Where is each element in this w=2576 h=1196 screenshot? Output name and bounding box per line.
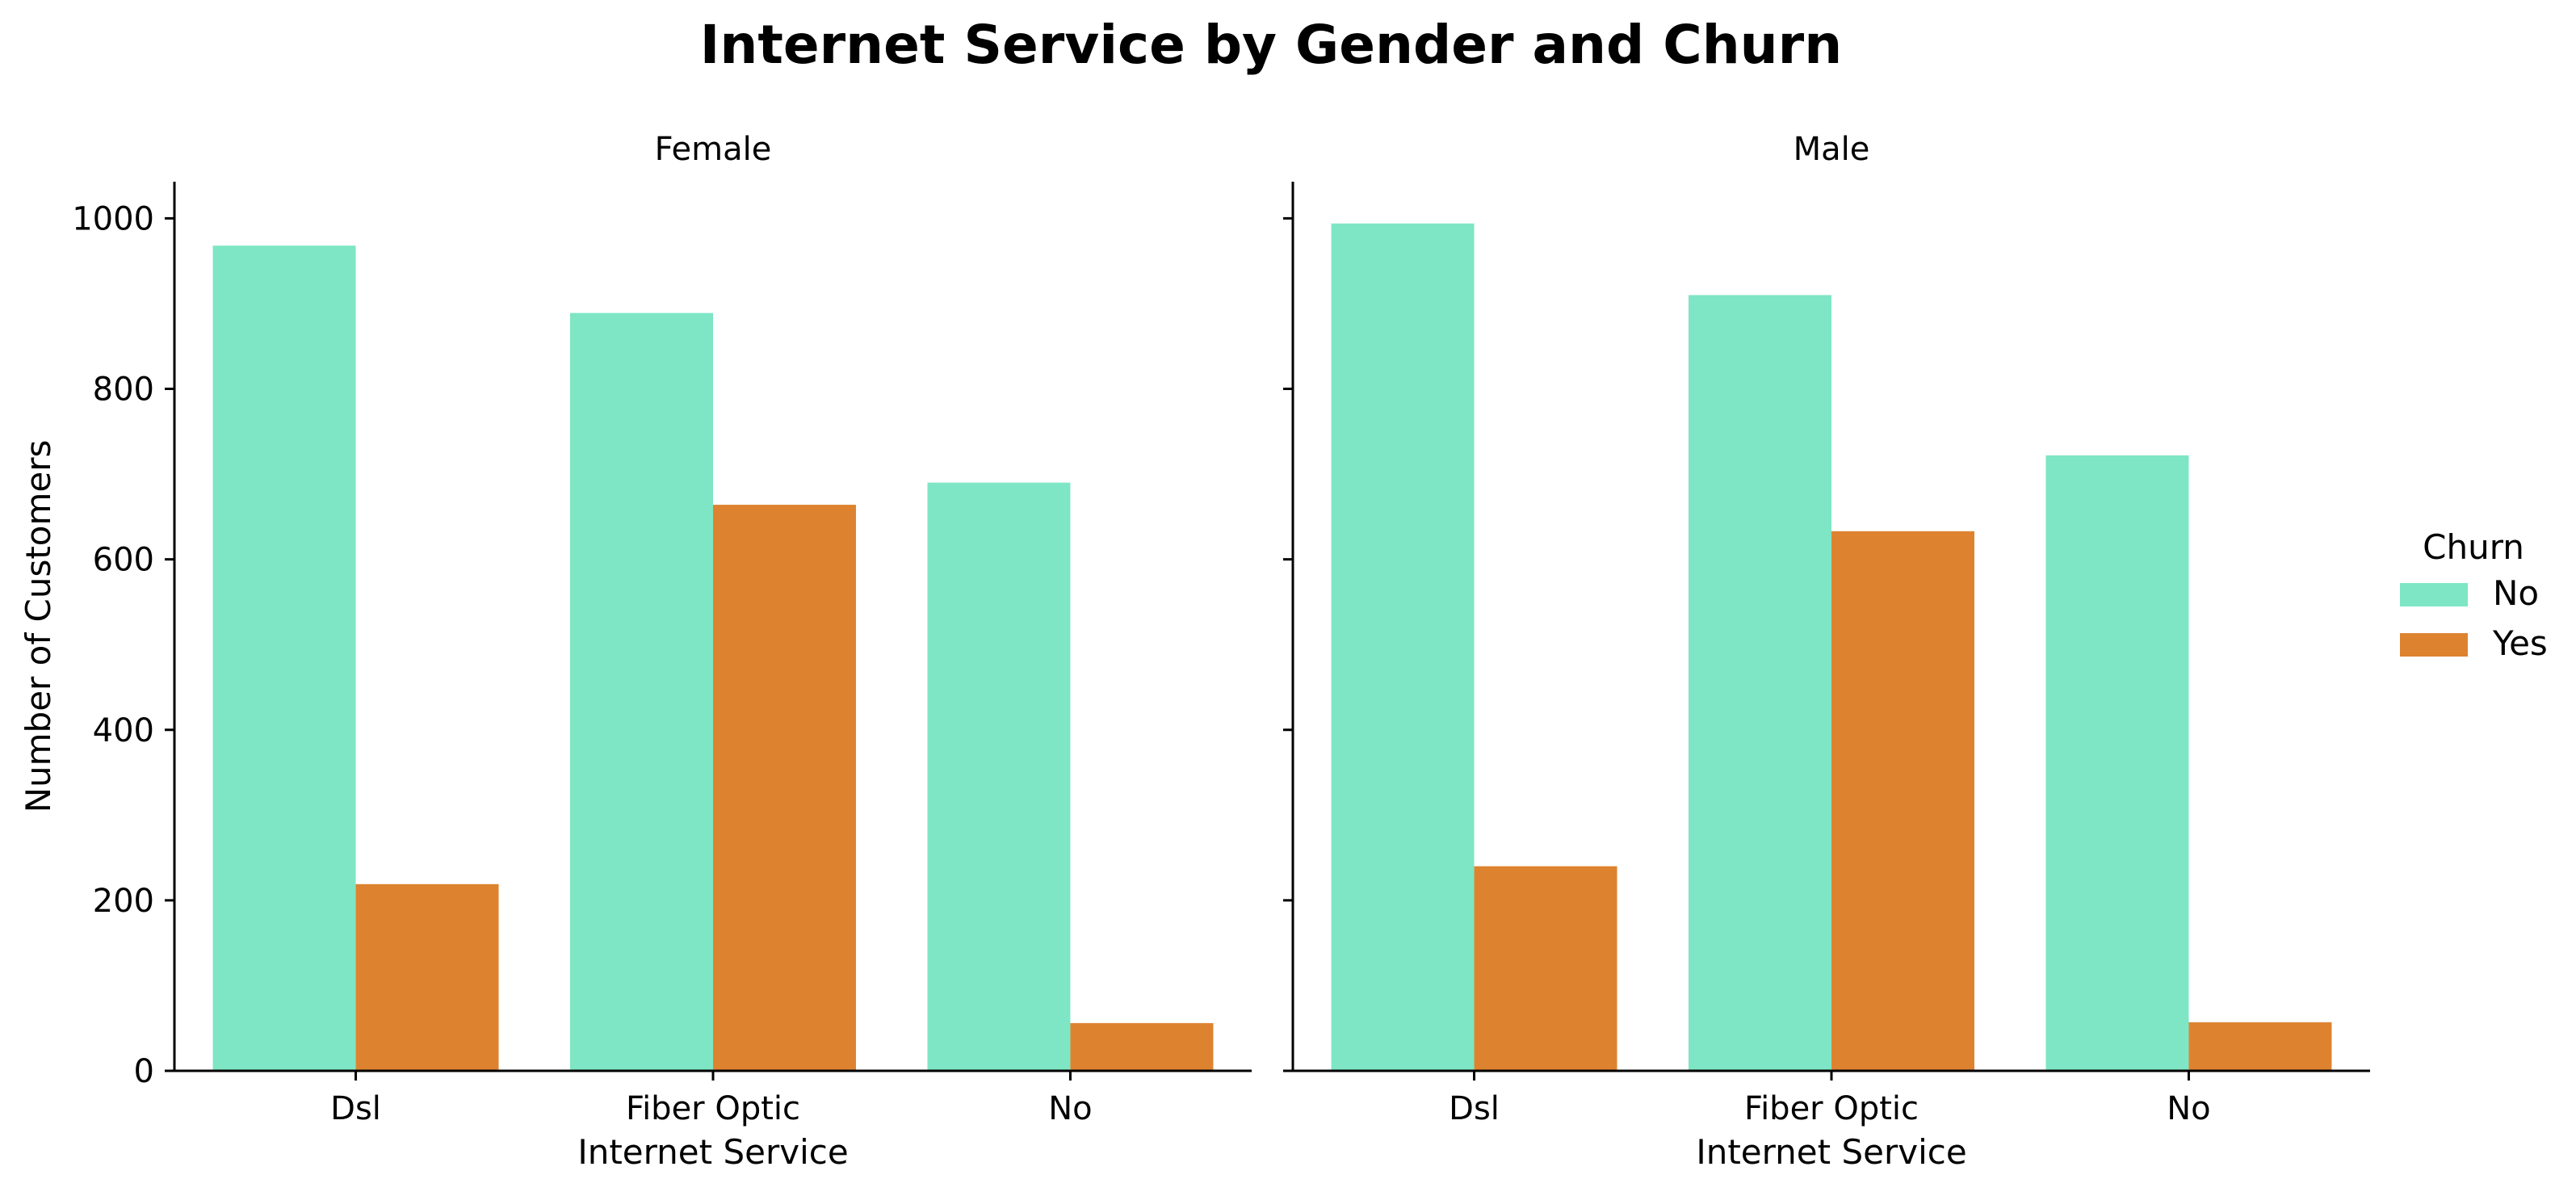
x-tick-label-female-dsl: Dsl	[330, 1090, 381, 1127]
panel-male: Dsl Fiber Optic No Male Internet Service	[1283, 131, 2370, 1172]
bar-female-no-no	[927, 482, 1071, 1071]
panel-title-male: Male	[1794, 131, 1870, 168]
bar-male-no-yes	[2188, 1022, 2332, 1071]
bar-male-no-no	[2045, 455, 2189, 1071]
x-tick-label-male-fiber-optic: Fiber Optic	[1744, 1090, 1919, 1127]
y-tick-label-0: 0	[134, 1053, 154, 1090]
bar-male-dsl-yes	[1474, 866, 1617, 1071]
y-axis-label: Number of Customers	[19, 440, 58, 813]
x-tick-label-male-no: No	[2167, 1090, 2210, 1127]
x-tick-label-female-no: No	[1048, 1090, 1092, 1127]
x-axis-label-male: Internet Service	[1696, 1132, 1966, 1172]
panel-female: Dsl Fiber Optic No 0 200 400 600 800 1000 Female I…	[72, 131, 1252, 1172]
bar-female-no-yes	[1070, 1022, 1214, 1071]
bar-male-fiber-optic-no	[1689, 295, 1831, 1071]
bar-male-dsl-no	[1331, 223, 1475, 1071]
x-tick-label-male-dsl: Dsl	[1449, 1090, 1500, 1127]
x-tick-label-female-fiber-optic: Fiber Optic	[626, 1090, 800, 1127]
y-tick-label-400: 400	[93, 712, 154, 749]
y-tick-label-200: 200	[93, 883, 154, 920]
legend-swatch-yes	[2400, 633, 2468, 657]
bar-female-dsl-yes	[355, 883, 499, 1071]
y-tick-label-800: 800	[93, 371, 154, 409]
y-tick-label-600: 600	[93, 542, 154, 579]
legend: Churn No Yes	[2400, 527, 2548, 663]
bar-female-fiber-optic-no	[570, 313, 713, 1072]
legend-label-no: No	[2493, 573, 2539, 613]
legend-swatch-no	[2400, 583, 2468, 606]
y-tick-label-1000: 1000	[72, 200, 154, 237]
chart-title: Internet Service by Gender and Churn	[700, 14, 1842, 76]
legend-title: Churn	[2423, 527, 2524, 567]
x-axis-label-female: Internet Service	[577, 1132, 848, 1172]
legend-label-yes: Yes	[2492, 623, 2548, 663]
bar-female-dsl-no	[212, 245, 356, 1071]
panels: Dsl Fiber Optic No 0 200 400 600 800 1000 Female I…	[19, 131, 2370, 1172]
bar-female-fiber-optic-yes	[713, 505, 856, 1071]
bar-male-fiber-optic-yes	[1831, 531, 1974, 1071]
panel-title-female: Female	[655, 131, 772, 168]
